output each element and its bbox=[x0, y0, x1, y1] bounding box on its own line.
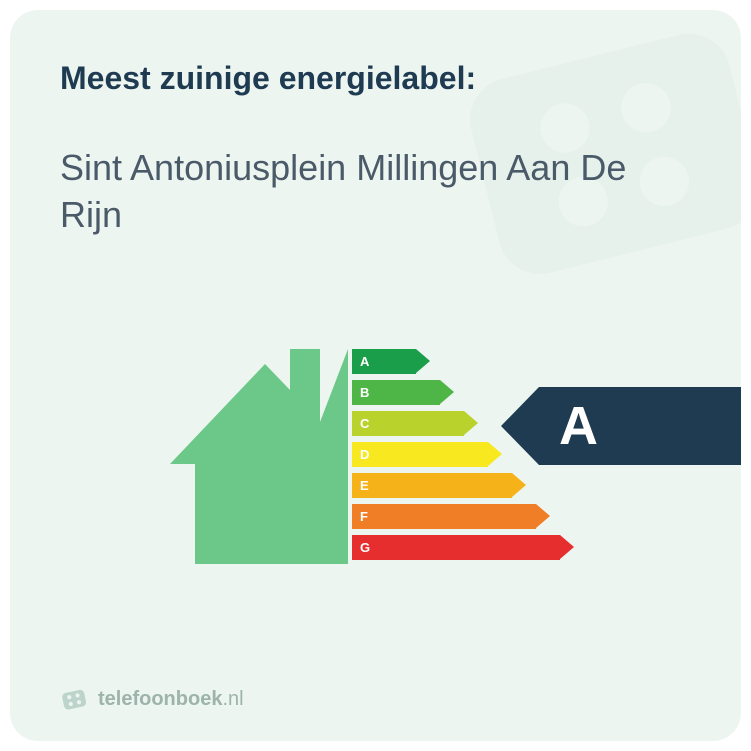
bar-body bbox=[352, 442, 488, 467]
bar-body bbox=[352, 473, 512, 498]
bar-arrow-icon bbox=[512, 473, 526, 497]
brand-icon bbox=[60, 685, 88, 713]
rating-badge-body: A bbox=[539, 387, 741, 465]
bar-arrow-icon bbox=[416, 349, 430, 373]
rating-badge: A bbox=[501, 387, 741, 465]
bar-body bbox=[352, 504, 536, 529]
bar-body bbox=[352, 535, 560, 560]
bar-label: D bbox=[360, 442, 369, 467]
bar-arrow-icon bbox=[440, 380, 454, 404]
bar-label: C bbox=[360, 411, 369, 436]
bar-label: F bbox=[360, 504, 368, 529]
bar-arrow-icon bbox=[464, 411, 478, 435]
bar-label: B bbox=[360, 380, 369, 405]
rating-letter: A bbox=[559, 395, 598, 457]
bar-label: G bbox=[360, 535, 370, 560]
bar-arrow-icon bbox=[560, 535, 574, 559]
bar-label: E bbox=[360, 473, 369, 498]
rating-badge-arrow bbox=[501, 387, 539, 465]
card-title: Meest zuinige energielabel: bbox=[60, 60, 691, 97]
brand-name: telefoonboek bbox=[98, 688, 222, 710]
bar-arrow-icon bbox=[536, 504, 550, 528]
card-subtitle: Sint Antoniusplein Millingen Aan De Rijn bbox=[60, 145, 691, 239]
house-icon bbox=[170, 329, 350, 569]
brand-text: telefoonboek.nl bbox=[98, 688, 244, 711]
bar-arrow-icon bbox=[488, 442, 502, 466]
footer: telefoonboek.nl bbox=[60, 685, 244, 713]
brand-tld: .nl bbox=[222, 688, 243, 710]
bar-label: A bbox=[360, 349, 369, 374]
info-card: Meest zuinige energielabel: Sint Antoniu… bbox=[10, 10, 741, 741]
